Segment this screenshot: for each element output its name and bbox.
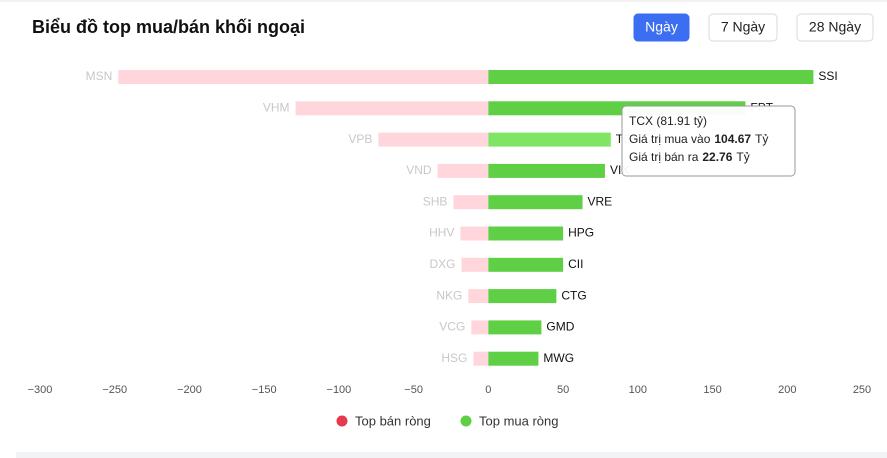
bar-label: MWG — [543, 351, 574, 365]
bar-label: CTG — [561, 288, 586, 302]
tooltip-value: 22.76 — [702, 150, 732, 164]
bar — [118, 70, 489, 84]
tooltip-unit: Tỷ — [755, 132, 768, 146]
tooltip-text: Giá trị bán ra — [629, 150, 699, 164]
x-tick-label: −50 — [404, 384, 423, 396]
x-tick-label: −150 — [252, 384, 277, 396]
tooltip-value: 104.67 — [714, 132, 751, 146]
bar — [488, 320, 542, 335]
tooltip-line: Giá trị mua vào 104.67 Tỷ — [629, 132, 768, 146]
button-label: 7 Ngày — [721, 19, 765, 35]
bar — [295, 101, 489, 116]
bar-label: SSI — [818, 69, 837, 83]
bar — [453, 195, 489, 210]
x-tick-label: −300 — [28, 384, 53, 396]
x-tick-label: 100 — [629, 384, 647, 396]
bar — [488, 195, 583, 210]
x-tick-label: 250 — [853, 384, 871, 396]
bar — [488, 163, 605, 178]
bar-label: NKG — [436, 288, 462, 302]
bar-label: HSG — [441, 351, 467, 365]
bar — [488, 132, 611, 147]
tooltip-text: Giá trị mua vào — [629, 132, 711, 146]
button-bg — [633, 13, 690, 42]
bar-label: MSN — [86, 69, 113, 83]
bar — [488, 351, 539, 366]
button-bg — [796, 13, 874, 42]
legend-label: Top mua ròng — [479, 413, 559, 428]
button-label: 28 Ngày — [809, 19, 861, 35]
bar — [378, 132, 489, 147]
tooltip: TCX (81.91 tỷ)Giá trị mua vào 104.67 TỷGiá… — [621, 105, 796, 177]
x-tick-label: 0 — [485, 384, 491, 396]
bar — [488, 257, 564, 272]
bar — [460, 226, 489, 241]
tooltip-unit: Tỷ — [736, 150, 749, 164]
period-button[interactable]: 7 Ngày — [708, 13, 778, 42]
bar-label: VHM — [263, 100, 290, 114]
button-bg — [708, 13, 778, 42]
bar-label: VPB — [348, 132, 372, 146]
bar-label: VND — [406, 163, 432, 177]
bar-label: DXG — [429, 257, 455, 271]
x-tick-label: −100 — [327, 384, 352, 396]
legend-label: Top bán ròng — [355, 413, 431, 428]
button-label: Ngày — [645, 19, 678, 35]
tooltip-title: TCX (81.91 tỷ) — [629, 114, 707, 128]
bar — [437, 163, 489, 178]
bar — [461, 257, 489, 272]
bar-label: VCG — [439, 320, 465, 334]
bar-label: VRE — [588, 194, 613, 208]
x-tick-label: 200 — [778, 384, 796, 396]
legend-marker — [336, 415, 348, 427]
x-tick-label: −200 — [177, 384, 202, 396]
bar — [488, 226, 564, 241]
bar-label: SHB — [423, 194, 448, 208]
bar-label: CII — [568, 257, 583, 271]
x-tick-label: 50 — [557, 384, 569, 396]
bar — [473, 351, 489, 366]
bar — [471, 320, 489, 335]
bottom-strip — [16, 452, 887, 458]
bar-label: HHV — [429, 226, 454, 240]
legend-marker — [460, 415, 472, 427]
chart-title: Biểu đồ top mua/bán khối ngoại — [32, 17, 305, 37]
x-tick-label: 150 — [703, 384, 721, 396]
tooltip-box — [621, 105, 796, 177]
bar-label: GMD — [546, 320, 574, 334]
bar — [488, 289, 557, 304]
period-button[interactable]: Ngày — [633, 13, 690, 42]
period-button[interactable]: 28 Ngày — [796, 13, 874, 42]
bar — [488, 70, 814, 84]
x-tick-label: −250 — [102, 384, 127, 396]
bar-label: HPG — [568, 226, 594, 240]
bar — [468, 289, 489, 304]
tooltip-line: Giá trị bán ra 22.76 Tỷ — [629, 150, 750, 164]
